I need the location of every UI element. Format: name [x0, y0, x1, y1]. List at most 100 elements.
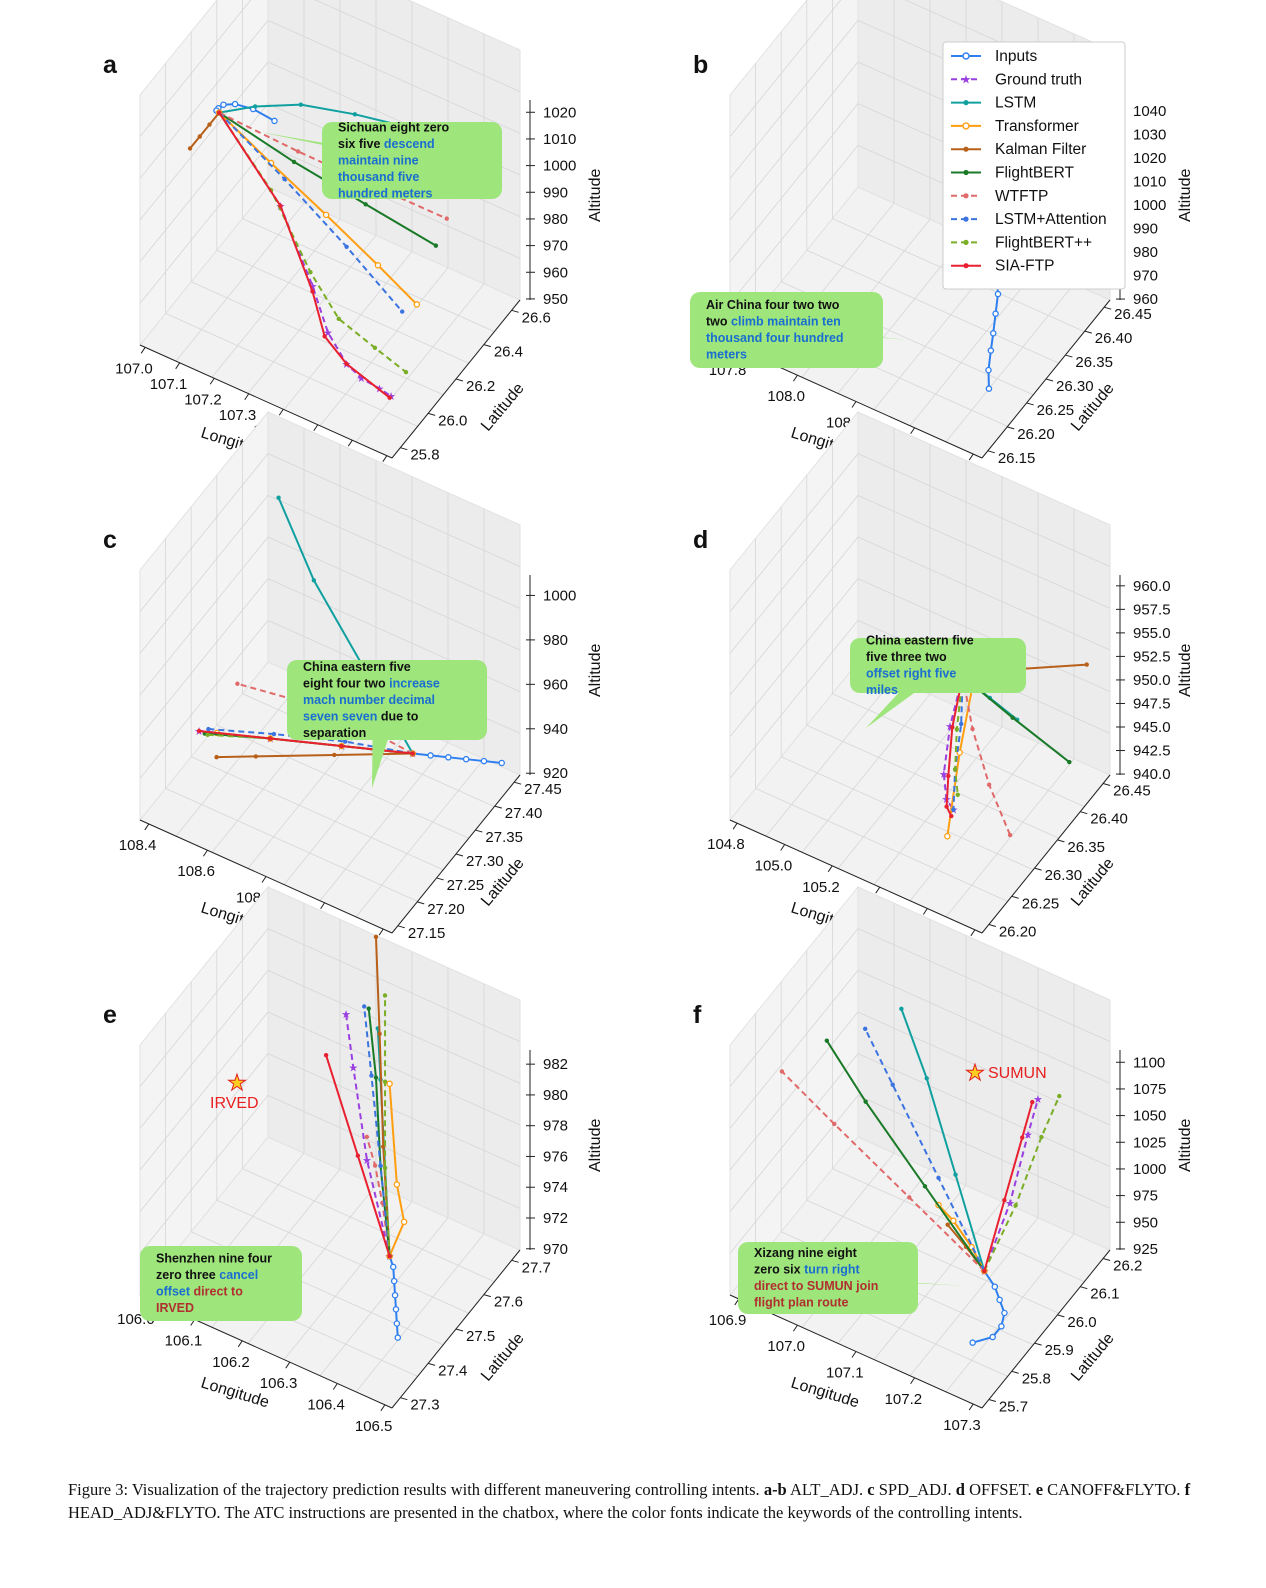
chat-text-line: thousand five — [338, 170, 419, 184]
x-tick-label: 107.0 — [767, 1338, 805, 1355]
legend-label: FlightBERT — [995, 165, 1074, 182]
data-point — [366, 1006, 371, 1011]
legend-entry: FlightBERT++ — [951, 234, 1092, 251]
data-point — [268, 736, 273, 741]
z-tick-label: 975 — [1133, 1188, 1158, 1205]
y-tick — [436, 877, 444, 881]
y-tick-label: 26.40 — [1095, 330, 1133, 347]
legend-label: LSTM+Attention — [995, 211, 1107, 228]
x-tick — [968, 453, 974, 461]
z-tick-label: 980 — [543, 632, 568, 649]
y-tick-label: 26.30 — [1056, 378, 1094, 395]
legend-entry: WTFTP — [951, 188, 1048, 205]
z-tick-label: 1025 — [1133, 1134, 1166, 1151]
data-point — [214, 754, 219, 760]
chat-text-segment: eight — [827, 1246, 858, 1260]
y-tick-label: 27.40 — [505, 805, 543, 822]
chat-text-segment: increase — [389, 676, 440, 690]
y-tick-label: 26.1 — [1090, 1286, 1119, 1303]
data-point — [364, 1134, 370, 1140]
chat-text-segment: eight — [303, 676, 334, 690]
grid-line — [139, 19, 521, 179]
legend-marker — [963, 193, 969, 199]
panel-letter: f — [693, 1001, 702, 1029]
y-tick — [1011, 1370, 1019, 1374]
grid-line — [216, 724, 469, 839]
caption-part: HEAD_ADJ&FLYTO. The ATC instructions are… — [68, 1503, 1023, 1522]
x-tick — [910, 427, 916, 435]
series-line — [825, 1040, 986, 1272]
data-point — [372, 1163, 378, 1168]
data-point — [924, 1076, 929, 1081]
x-tick — [285, 1361, 291, 1369]
grid-line — [139, 1094, 521, 1254]
y-axis-line — [981, 774, 1111, 934]
chat-text-line: seven seven due to — [303, 709, 419, 723]
series-inputs — [969, 1267, 1008, 1346]
y-tick-label: 26.0 — [438, 412, 467, 429]
y-tick — [417, 901, 425, 905]
grid-line — [806, 249, 1059, 364]
data-point: ★ — [1033, 1093, 1043, 1106]
chat-text-line: offset right five — [866, 667, 956, 681]
data-point: ★ — [1023, 1129, 1033, 1142]
y-tick — [1007, 426, 1015, 430]
y-tick — [428, 1362, 436, 1366]
data-point: ★ — [348, 1061, 358, 1074]
caption-part: OFFSET. — [964, 1480, 1036, 1499]
chat-text-segment: six — [338, 137, 355, 151]
data-point — [951, 807, 956, 812]
z-tick-label: 942.5 — [1133, 743, 1171, 760]
waypoint-label: SUMUN — [988, 1065, 1047, 1082]
y-tick — [455, 1328, 464, 1332]
y-tick — [987, 450, 995, 454]
x-tick-label: 106.3 — [260, 1375, 298, 1392]
data-point — [391, 1291, 399, 1299]
chat-bubble — [287, 660, 487, 740]
data-point — [339, 743, 344, 749]
data-point — [945, 1222, 950, 1227]
data-point — [392, 1306, 400, 1313]
data-point — [271, 117, 278, 125]
y-tick — [1103, 782, 1111, 786]
grid-line — [806, 1199, 1059, 1314]
legend-label: Kalman Filter — [995, 141, 1086, 158]
grid-line — [247, 235, 377, 394]
z-tick-label: 1000 — [1133, 1161, 1166, 1178]
data-point — [1010, 715, 1015, 720]
data-point — [952, 767, 958, 772]
waypoint-star-icon: ★ — [227, 1071, 247, 1096]
chat-text-segment: China — [866, 634, 902, 648]
grid-line — [139, 1053, 521, 1212]
legend-label: FlightBERT++ — [995, 234, 1092, 251]
data-point: ★ — [1005, 1197, 1015, 1210]
y-tick-label: 26.30 — [1045, 867, 1083, 884]
chat-text-line: mach number decimal — [303, 693, 435, 707]
chat-text-line: separation — [303, 726, 366, 740]
data-point — [427, 752, 434, 759]
chat-text-segment: maintain — [767, 315, 818, 329]
data-point — [950, 725, 955, 730]
x-tick — [261, 876, 267, 883]
legend: Inputs ★ Ground truth LSTM Transformer Kalman… — [942, 41, 1126, 290]
y-tick-label: 27.45 — [524, 781, 562, 798]
data-point — [207, 122, 212, 127]
y-tick-label: 27.20 — [427, 901, 465, 918]
z-tick-label: 972 — [543, 1210, 568, 1227]
data-point — [322, 211, 330, 219]
z-tick-label: 990 — [1133, 220, 1158, 237]
data-point — [322, 334, 327, 339]
grid-line — [832, 1168, 1085, 1282]
legend-box — [942, 41, 1126, 290]
data-point — [944, 833, 951, 840]
data-point: ★ — [945, 720, 955, 733]
z-tick-label: 960.0 — [1133, 578, 1171, 595]
chat-bubble — [738, 1242, 918, 1314]
grid-line — [319, 742, 449, 901]
chat-text-segment: five — [866, 650, 888, 664]
series-line — [218, 111, 448, 220]
caption-part: CANOFF&FLYTO. — [1043, 1480, 1185, 1499]
z-tick-label: 974 — [543, 1179, 568, 1196]
x-tick-label: 106.9 — [709, 1312, 747, 1329]
series-inputs — [386, 1252, 402, 1341]
